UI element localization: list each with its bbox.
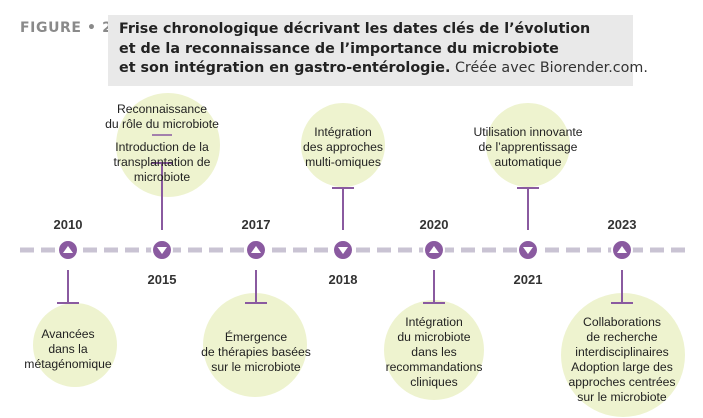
description-line: métagénomique — [24, 357, 112, 371]
description-line: multi-omiques — [305, 155, 381, 169]
description-line: dans les — [411, 345, 457, 359]
triangle-down-icon — [338, 247, 348, 254]
description-line: sur le microbiote — [211, 360, 301, 374]
figure-caption: Frise chronologique décrivant les dates … — [108, 15, 648, 86]
milestone-year: 2017 — [241, 217, 271, 232]
description-line: du rôle du microbiote — [105, 117, 219, 131]
markers-layer — [57, 134, 633, 304]
milestone-year: 2020 — [419, 217, 449, 232]
description-line: cliniques — [410, 375, 458, 389]
milestone-description: Introduction de la transplantation de micr… — [82, 140, 242, 185]
milestone-year: 2018 — [328, 272, 358, 287]
description-line: transplantation de — [113, 155, 211, 169]
milestone-bubble — [486, 103, 570, 187]
triangle-down-icon — [157, 247, 167, 254]
description-line: microbiote — [133, 170, 191, 184]
triangle-up-icon — [429, 246, 439, 253]
description-line: interdisciplinaires — [575, 345, 669, 359]
description-line: des approches — [303, 140, 383, 154]
milestone-description: Intégration du microbiote dans les recomman… — [354, 315, 514, 390]
description-line: recommandations — [385, 360, 483, 374]
description-line: de l’apprentissage — [478, 140, 578, 154]
milestone-bubble — [384, 300, 484, 400]
description-line: du microbiote — [397, 330, 471, 344]
description-line: approches centrées — [568, 375, 676, 389]
milestone-bubble — [33, 303, 117, 387]
milestone-bubble — [116, 93, 220, 197]
bubbles-layer — [33, 93, 685, 417]
triangle-down-icon — [523, 247, 533, 254]
milestone-year: 2023 — [607, 217, 637, 232]
milestone-description: Collaborations de recherche interdisciplin… — [542, 315, 702, 405]
milestone-description: Intégration des approches multi-omiques — [263, 125, 423, 170]
description-line: dans la — [48, 342, 88, 356]
triangle-up-icon — [251, 246, 261, 253]
caption-credit: Créée avec Biorender.com. — [450, 60, 648, 76]
milestone-description: Utilisation innovante de l’apprentissage a… — [448, 125, 608, 170]
description-line: Collaborations — [583, 315, 661, 329]
description-line: Introduction de la — [115, 140, 209, 154]
description-line: Reconnaissance — [116, 102, 208, 116]
milestone-year: 2015 — [147, 272, 177, 287]
description-line: de recherche — [586, 330, 658, 344]
triangle-up-icon — [617, 246, 627, 253]
milestone-year: 2010 — [53, 217, 83, 232]
triangle-up-icon — [63, 246, 73, 253]
milestone-description: Émergence de thérapies basées sur le micro… — [176, 330, 336, 375]
description-line: Avancées — [41, 327, 95, 341]
description-line: Utilisation innovante — [473, 125, 583, 139]
description-line: Intégration — [405, 315, 463, 329]
caption-line-3-bold: et son intégration en gastro-entérologie… — [119, 60, 451, 76]
description-line: Émergence — [224, 330, 288, 344]
description-line: automatique — [494, 155, 562, 169]
description-line: sur le microbiote — [577, 390, 667, 404]
description-line: de thérapies basées — [201, 345, 311, 359]
milestone-bubble — [203, 293, 307, 397]
milestone-year: 2021 — [513, 272, 543, 287]
description-line: Intégration — [314, 125, 372, 139]
description-line: Adoption large des — [571, 360, 673, 374]
caption-line-1: Frise chronologique décrivant les dates … — [119, 21, 591, 37]
caption-line-2: et de la reconnaissance de l’importance … — [119, 40, 559, 57]
milestone-description: Avancées dans la métagénomique — [0, 327, 148, 372]
figure-label: FIGURE • 2 — [20, 20, 113, 36]
milestone-bubble — [561, 293, 685, 417]
milestone-description: Reconnaissance du rôle du microbiote — [82, 102, 242, 132]
milestone-bubble — [301, 103, 385, 187]
